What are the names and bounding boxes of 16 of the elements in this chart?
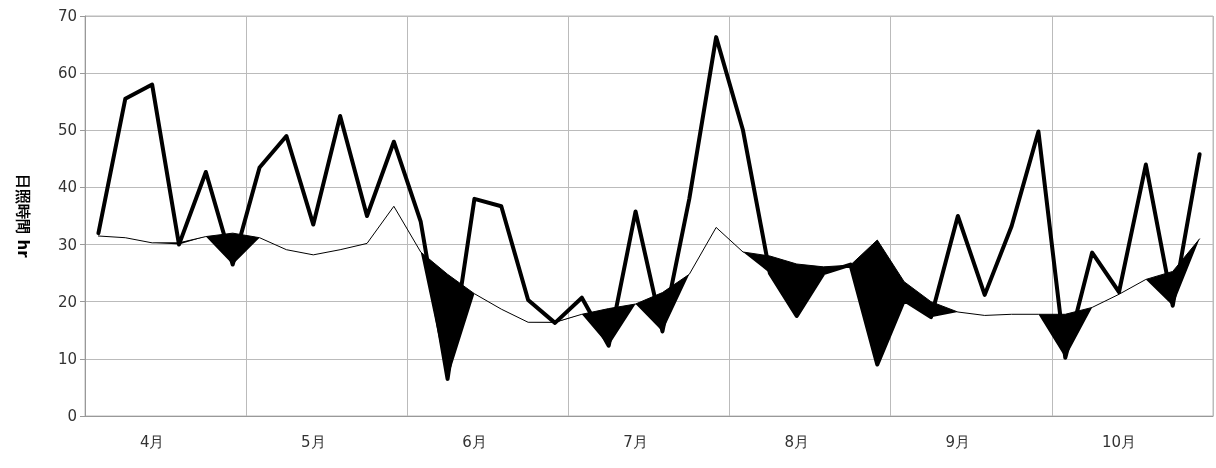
x-tick-label: 7月	[623, 432, 648, 451]
y-tick-label: 40	[57, 178, 77, 197]
y-tick-label: 10	[57, 349, 77, 368]
x-tick-label: 5月	[301, 432, 326, 451]
y-axis-title: 日照時間 hr	[13, 174, 32, 259]
x-tick-label: 8月	[784, 432, 809, 451]
x-tick-label: 10月	[1101, 432, 1137, 451]
y-tick-label: 30	[57, 235, 77, 254]
y-tick-label: 20	[57, 292, 77, 311]
y-tick-label: 60	[57, 64, 77, 83]
y-tick-label: 50	[57, 121, 77, 140]
y-tick-label: 70	[57, 7, 77, 25]
x-tick-label: 6月	[462, 432, 487, 451]
y-tick-label: 0	[67, 407, 77, 425]
x-tick-label: 9月	[945, 432, 971, 451]
x-tick-label: 4月	[139, 432, 165, 451]
